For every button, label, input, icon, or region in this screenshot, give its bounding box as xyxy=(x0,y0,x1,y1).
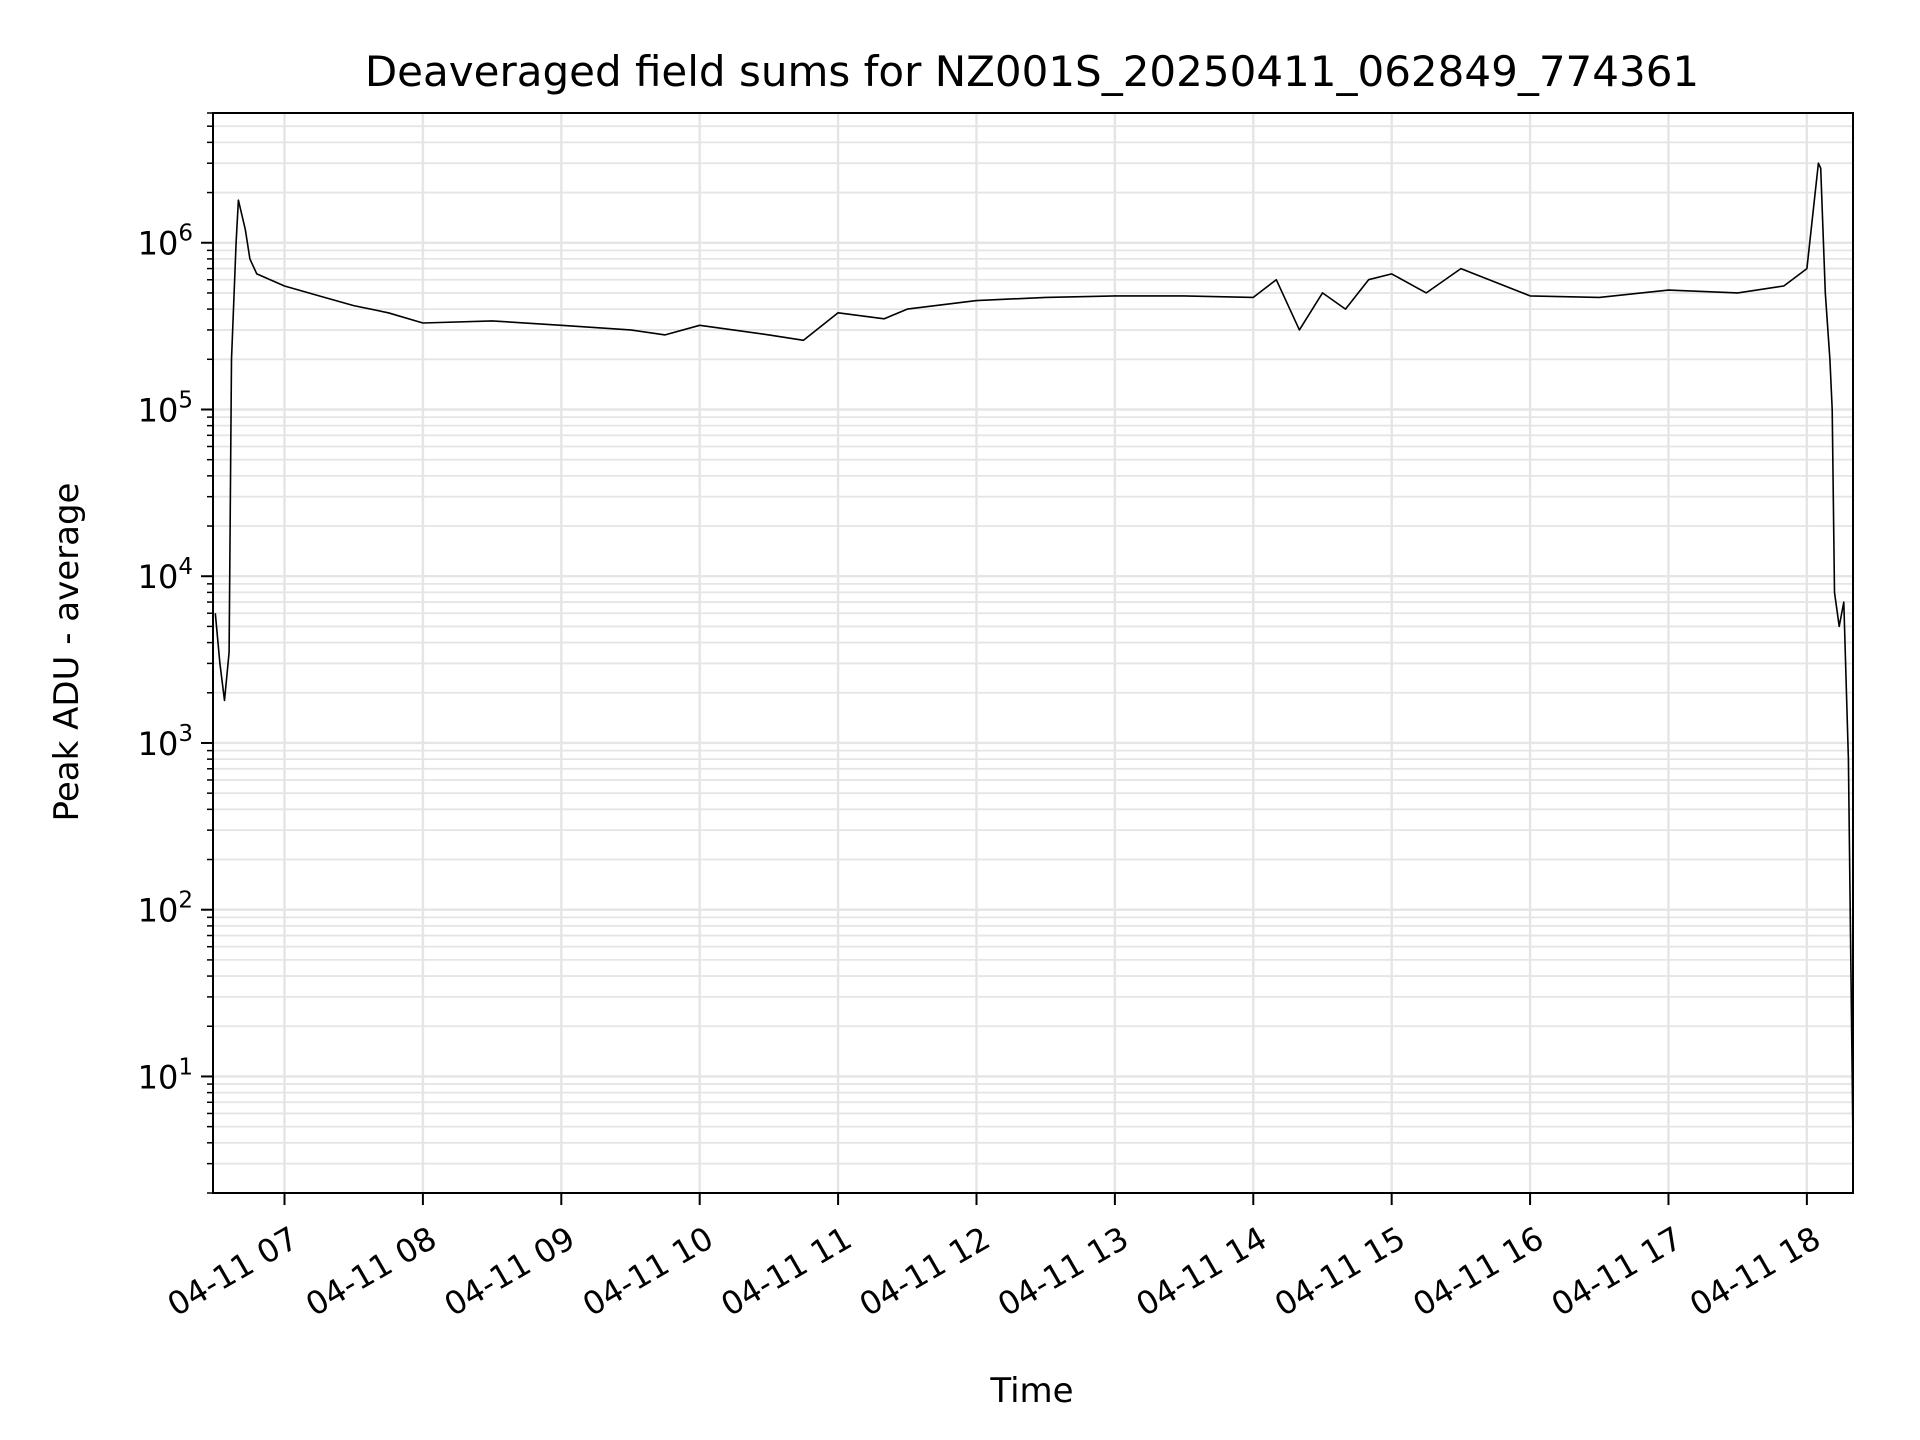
y-tick-label: 102 xyxy=(138,888,193,930)
plot-frame xyxy=(212,112,1854,1194)
y-tick-label: 101 xyxy=(138,1054,193,1096)
y-axis-title: Peak ADU - average xyxy=(47,483,87,822)
grid-minor xyxy=(213,112,1853,1194)
y-tick-label: 104 xyxy=(138,554,193,596)
y-axis: 101 102 103 104 105 106 xyxy=(138,112,213,1194)
y-tick-label: 106 xyxy=(138,221,193,263)
chart-title: Deaveraged field sums for NZ001S_2025041… xyxy=(365,47,1699,96)
y-tick-label: 103 xyxy=(138,721,193,763)
series-layer xyxy=(214,162,1854,1143)
grid-major xyxy=(213,113,1853,1193)
series-line xyxy=(214,162,1854,1143)
x-axis-title: Time xyxy=(989,1371,1073,1411)
y-tick-label: 105 xyxy=(138,387,193,429)
